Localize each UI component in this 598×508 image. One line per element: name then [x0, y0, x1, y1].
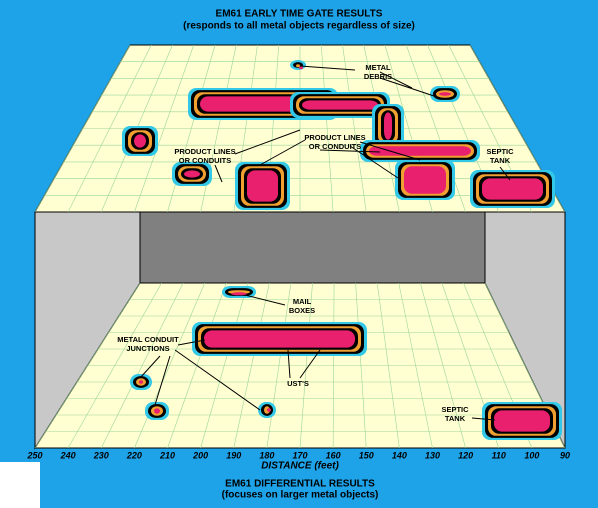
anomaly: [296, 64, 300, 68]
annotation: TANK: [490, 156, 511, 165]
annotation: JUNCTIONS: [126, 344, 169, 353]
x-tick-label: 120: [458, 450, 473, 460]
annotation: OR CONDUITS: [309, 142, 362, 151]
anomaly: [231, 292, 247, 296]
anomaly: [494, 410, 550, 432]
x-tick-label: 210: [159, 450, 175, 460]
arrow: [259, 139, 421, 179]
x-tick-label: 240: [60, 450, 76, 460]
anomaly: [439, 92, 451, 96]
annotation: TANK: [445, 414, 466, 423]
x-tick-label: 220: [126, 450, 142, 460]
upper-title: EM61 EARLY TIME GATE RESULTS: [216, 9, 383, 20]
annotation: PRODUCT LINES: [174, 147, 235, 156]
x-axis-label: DISTANCE (feet): [261, 461, 339, 472]
anomaly: [134, 134, 146, 148]
arrow: [244, 294, 286, 306]
x-tick-label: 100: [524, 450, 539, 460]
x-tick-label: 150: [359, 450, 374, 460]
anomaly: [267, 408, 271, 412]
arrow: [139, 339, 261, 411]
annotation: UST'S: [287, 379, 309, 388]
lower-subtitle: (focuses on larger metal objects): [222, 490, 379, 501]
x-tick-label: 190: [226, 450, 241, 460]
annotation: OR CONDUITS: [179, 156, 232, 165]
x-tick-label: 140: [392, 450, 407, 460]
anomaly: [247, 170, 278, 202]
arrows: [139, 65, 511, 421]
x-tick-label: 130: [425, 450, 440, 460]
anomalies: [122, 60, 562, 440]
annotation: DEBRIS: [364, 72, 392, 81]
annotation: SEPTIC: [441, 405, 469, 414]
anomaly: [299, 66, 303, 70]
annotation: METAL: [365, 63, 391, 72]
annotation: PRODUCT LINES: [304, 133, 365, 142]
anomaly: [302, 100, 378, 110]
anomaly: [204, 330, 355, 348]
x-tick-label: 90: [560, 450, 570, 460]
arrow: [287, 349, 321, 379]
annotation: METAL CONDUIT: [117, 335, 179, 344]
anomaly: [369, 146, 471, 156]
arrow: [214, 129, 301, 183]
anomaly: [154, 408, 160, 414]
x-tick-label: 250: [26, 450, 42, 460]
anomaly: [139, 380, 143, 384]
x-tick-label: 160: [326, 450, 341, 460]
upper-subtitle: (responds to all metal objects regardles…: [183, 21, 415, 32]
back-wall: [139, 211, 486, 284]
arrow: [471, 417, 496, 421]
x-tick-label: 230: [93, 450, 109, 460]
corner-patch: [0, 462, 40, 508]
anomaly: [482, 178, 543, 200]
annotation: SEPTIC: [486, 147, 514, 156]
x-tick-label: 180: [259, 450, 274, 460]
annotation: MAIL: [293, 297, 312, 306]
anomaly: [384, 112, 392, 140]
arrow: [499, 166, 511, 181]
arrow: [299, 65, 441, 99]
x-tick-label: 200: [192, 450, 208, 460]
x-tick-label: 110: [492, 450, 506, 460]
x-tick-label: 170: [292, 450, 307, 460]
lower-title: EM61 DIFFERENTIAL RESULTS: [225, 479, 375, 490]
labels: EM61 EARLY TIME GATE RESULTS (responds t…: [26, 9, 570, 501]
annotation: BOXES: [289, 306, 315, 315]
anomaly: [404, 166, 446, 194]
anomaly: [184, 170, 200, 178]
